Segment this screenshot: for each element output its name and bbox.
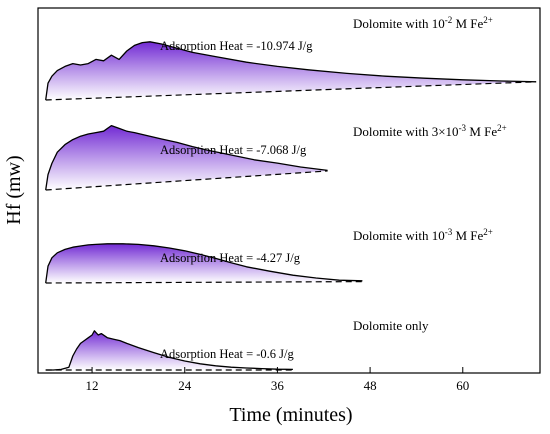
- series-title: Dolomite with 10-2 M Fe2+: [353, 15, 493, 31]
- plot-frame: [37, 7, 541, 374]
- series-baseline: [45, 281, 363, 284]
- adsorption-heat-label: Adsorption Heat = -10.974 J/g: [160, 39, 313, 53]
- series-area: [45, 330, 293, 370]
- series-title: Dolomite only: [353, 318, 429, 333]
- series-line: [45, 330, 293, 371]
- series-baseline: [45, 170, 328, 191]
- series-area: [45, 41, 537, 100]
- x-axis-label: Time (minutes): [229, 404, 352, 426]
- adsorption-heat-label: Adsorption Heat = -7.068 J/g: [160, 143, 307, 157]
- adsorption-heat-label: Adsorption Heat = -4.27 J/g: [160, 251, 301, 265]
- x-tick-label: 12: [86, 378, 99, 393]
- series-area: [45, 125, 328, 190]
- series-line: [45, 124, 328, 191]
- x-tick-label: 36: [271, 378, 285, 393]
- series-baseline: [45, 81, 537, 101]
- x-tick-label: 48: [364, 378, 377, 393]
- series-title: Dolomite with 10-3 M Fe2+: [353, 227, 493, 243]
- adsorption-heat-label: Adsorption Heat = -0.6 J/g: [160, 347, 295, 361]
- series-area: [45, 243, 363, 283]
- series-line: [45, 243, 363, 284]
- series-line: [45, 41, 537, 101]
- series-title: Dolomite with 3×10-3 M Fe2+: [353, 123, 507, 139]
- x-tick-label: 60: [456, 378, 469, 393]
- x-tick-label: 24: [178, 378, 192, 393]
- y-axis-label: Hf (mw): [3, 155, 25, 224]
